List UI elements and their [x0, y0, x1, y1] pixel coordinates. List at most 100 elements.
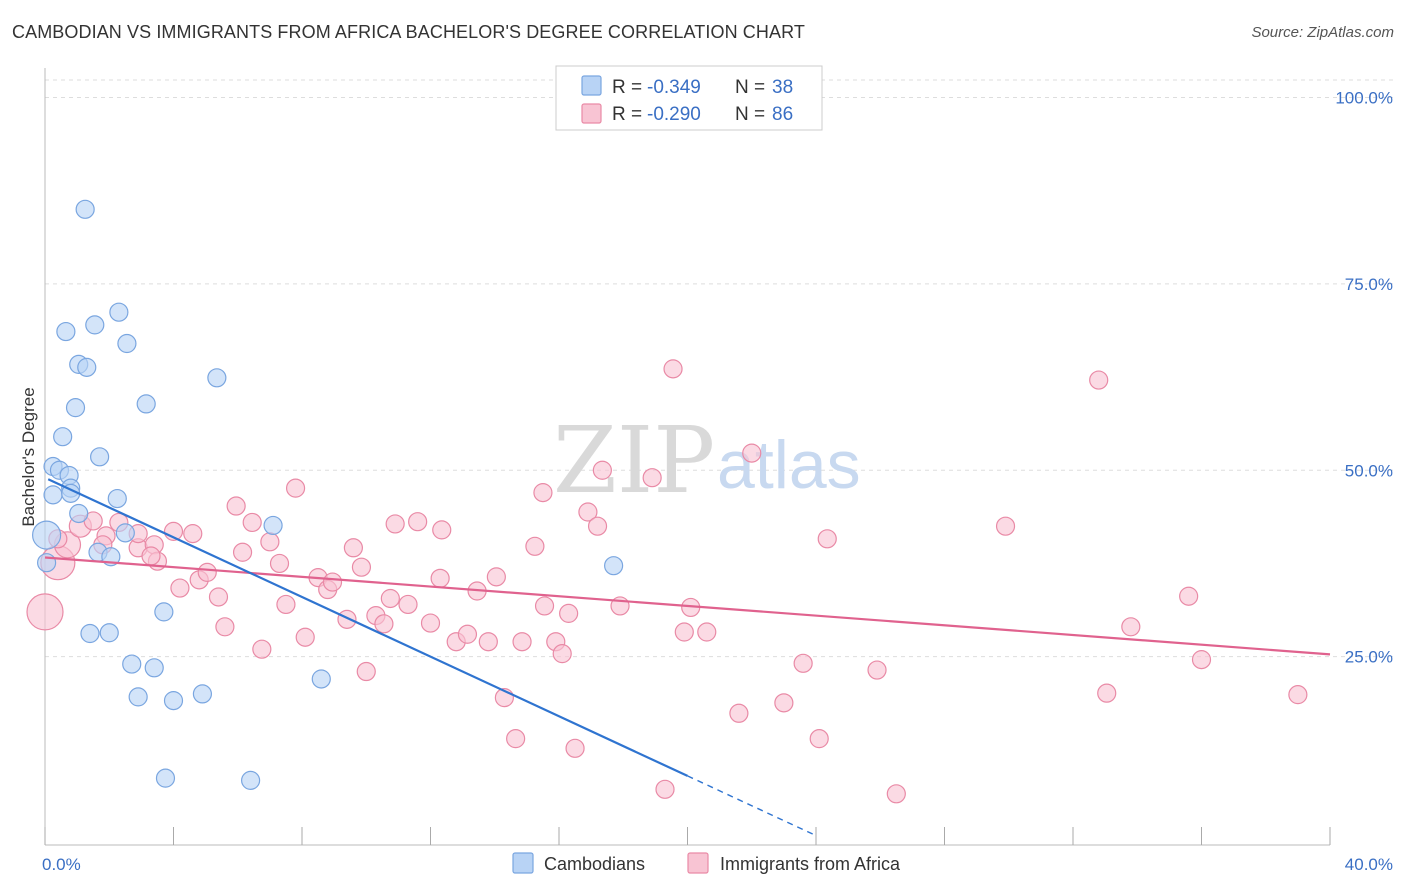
- point-immigrants-from-africa: [867, 660, 887, 680]
- point-immigrants-from-africa: [1191, 650, 1212, 670]
- trendline-cambodians-extension: [687, 775, 817, 837]
- x-axis-ticks: [44, 827, 1331, 845]
- point-cambodians: [56, 321, 76, 342]
- point-immigrants-from-africa: [252, 639, 272, 659]
- point-immigrants-from-africa: [793, 653, 813, 673]
- point-immigrants-from-africa: [559, 603, 579, 623]
- x-tick-label-max: 40.0%: [1345, 855, 1393, 874]
- legend-label-africa: Immigrants from Africa: [720, 854, 901, 874]
- y-axis-label: Bachelor's Degree: [19, 387, 38, 526]
- legend-label-cambodians: Cambodians: [544, 854, 645, 874]
- point-immigrants-from-africa: [432, 520, 452, 540]
- point-immigrants-from-africa: [26, 593, 64, 631]
- gridlines: [45, 79, 1395, 658]
- trendline-cambodians: [47, 478, 688, 777]
- legend-stats-r-label: R =: [612, 104, 642, 125]
- point-cambodians: [604, 556, 624, 576]
- y-axis-tick-labels: 25.0% 50.0% 75.0% 100.0%: [1335, 89, 1393, 667]
- point-immigrants-from-africa: [525, 536, 545, 556]
- watermark-zip: ZIP: [553, 407, 715, 514]
- point-cambodians: [207, 368, 227, 388]
- point-immigrants-from-africa: [552, 644, 572, 664]
- point-cambodians: [136, 394, 156, 414]
- point-cambodians: [144, 658, 164, 678]
- point-cambodians: [107, 488, 127, 509]
- point-immigrants-from-africa: [486, 567, 506, 587]
- series-cambodians-points: [32, 199, 624, 790]
- legend-stats-n-value: 86: [772, 104, 793, 125]
- point-cambodians: [32, 520, 62, 550]
- point-immigrants-from-africa: [642, 468, 662, 488]
- point-immigrants-from-africa: [380, 588, 400, 609]
- point-immigrants-from-africa: [215, 617, 235, 637]
- point-immigrants-from-africa: [285, 478, 306, 498]
- point-cambodians: [90, 447, 110, 467]
- point-immigrants-from-africa: [351, 557, 372, 577]
- point-cambodians: [122, 654, 142, 674]
- point-cambodians: [241, 770, 261, 790]
- point-cambodians: [115, 523, 135, 543]
- point-immigrants-from-africa: [655, 779, 675, 799]
- point-immigrants-from-africa: [578, 502, 598, 522]
- point-immigrants-from-africa: [817, 529, 837, 549]
- point-immigrants-from-africa: [408, 512, 428, 532]
- legend-series: Cambodians Immigrants from Africa: [512, 852, 901, 874]
- point-immigrants-from-africa: [774, 693, 794, 713]
- point-cambodians: [192, 684, 213, 704]
- point-immigrants-from-africa: [886, 784, 906, 804]
- point-cambodians: [154, 602, 174, 622]
- point-immigrants-from-africa: [506, 729, 526, 749]
- point-immigrants-from-africa: [1121, 617, 1141, 637]
- point-cambodians: [53, 427, 73, 447]
- point-immigrants-from-africa: [533, 483, 553, 503]
- point-immigrants-from-africa: [260, 532, 280, 552]
- trendlines: [44, 478, 1331, 837]
- point-immigrants-from-africa: [226, 496, 246, 516]
- point-immigrants-from-africa: [565, 738, 585, 758]
- point-immigrants-from-africa: [183, 524, 203, 544]
- x-tick-label-min: 0.0%: [42, 855, 81, 874]
- point-immigrants-from-africa: [242, 512, 262, 533]
- point-cambodians: [311, 669, 331, 689]
- legend-stats-r-value: -0.349: [647, 77, 701, 98]
- point-cambodians: [43, 485, 63, 505]
- point-cambodians: [85, 315, 105, 335]
- trendline-immigrants-from-africa: [44, 556, 1331, 656]
- point-immigrants-from-africa: [322, 572, 343, 592]
- point-immigrants-from-africa: [398, 594, 418, 615]
- point-immigrants-from-africa: [420, 613, 441, 633]
- legend-stats-r-value: -0.290: [647, 104, 701, 125]
- legend-stats: R = -0.349 N = 38 R = -0.290 N = 86: [555, 65, 823, 131]
- legend-stats-swatch-cambodians: [581, 75, 602, 96]
- chart-title: CAMBODIAN VS IMMIGRANTS FROM AFRICA BACH…: [12, 22, 805, 42]
- series-immigrants-from-africa-points: [26, 359, 1308, 804]
- point-immigrants-from-africa: [1097, 683, 1117, 703]
- point-immigrants-from-africa: [697, 622, 717, 642]
- y-tick-label: 25.0%: [1345, 648, 1393, 667]
- point-immigrants-from-africa: [742, 443, 762, 463]
- point-immigrants-from-africa: [457, 624, 478, 644]
- point-immigrants-from-africa: [343, 538, 363, 558]
- y-tick-label: 50.0%: [1345, 461, 1393, 480]
- legend-stats-swatch-africa: [581, 103, 602, 124]
- point-immigrants-from-africa: [809, 729, 829, 749]
- point-immigrants-from-africa: [232, 542, 253, 562]
- point-cambodians: [75, 199, 95, 219]
- point-cambodians: [37, 553, 57, 573]
- watermark: ZIP atlas: [553, 407, 861, 514]
- point-cambodians: [99, 623, 119, 643]
- point-immigrants-from-africa: [170, 578, 190, 598]
- point-immigrants-from-africa: [197, 562, 217, 582]
- y-tick-label: 75.0%: [1345, 275, 1393, 294]
- legend-swatch-africa: [687, 852, 709, 874]
- point-immigrants-from-africa: [663, 359, 683, 379]
- point-immigrants-from-africa: [337, 609, 357, 629]
- point-immigrants-from-africa: [1089, 370, 1109, 390]
- point-cambodians: [128, 687, 148, 707]
- point-immigrants-from-africa: [995, 516, 1016, 536]
- point-cambodians: [80, 623, 100, 644]
- y-tick-label: 100.0%: [1335, 89, 1393, 108]
- source-label: Source: ZipAtlas.com: [1251, 24, 1394, 41]
- point-immigrants-from-africa: [385, 514, 405, 534]
